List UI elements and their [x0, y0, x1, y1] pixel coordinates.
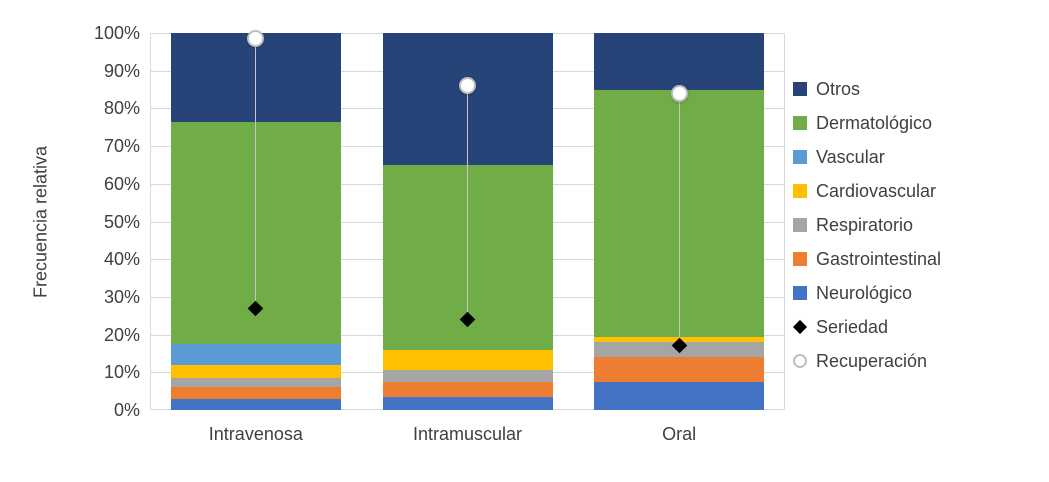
legend-label: Recuperación [816, 350, 928, 371]
legend-label: Gastrointestinal [816, 248, 942, 269]
marker-recuperacion [459, 77, 476, 95]
bar-segment-cardiovascular [382, 349, 553, 371]
bar-segment-respiratorio [170, 377, 341, 388]
marker-dropline [467, 85, 468, 320]
x-axis-labels: Intravenosa Intramuscular Oral [0, 424, 1049, 448]
legend-item-neurologico: Neurológico [793, 276, 941, 310]
legend-label: Vascular [816, 146, 885, 167]
y-tick-label: 30% [103, 286, 140, 307]
legend-swatch-neurologico [793, 286, 807, 300]
y-tick-label: 40% [103, 249, 140, 270]
bar-segment-respiratorio [382, 370, 553, 382]
chart-legend: Otros Dermatológico Vascular Cardiovascular… [792, 72, 941, 378]
legend-swatch-otros [793, 82, 807, 96]
y-tick-label: 70% [103, 136, 140, 157]
y-tick-label: 100% [93, 23, 140, 43]
marker-dropline [678, 93, 680, 346]
legend-label: Seriedad [816, 316, 889, 337]
y-tick-label: 10% [103, 362, 140, 383]
y-tick-label: 80% [103, 98, 140, 119]
y-tick-label: 60% [103, 173, 140, 194]
y-tick-label: 90% [103, 60, 140, 81]
marker-dropline [255, 38, 257, 309]
legend-diamond-icon [792, 319, 808, 335]
legend-circle-icon [793, 354, 807, 368]
y-axis-title: Frecuencia relativa [30, 145, 51, 298]
bar-segment-gastrointestinal [382, 381, 553, 397]
y-tick-label: 0% [113, 400, 140, 420]
legend-label: Respiratorio [816, 214, 914, 235]
bar-segment-vascular [170, 344, 341, 365]
legend-label: Otros [816, 78, 861, 99]
marker-recuperacion [247, 30, 265, 48]
legend-swatch-vascular [793, 150, 807, 164]
legend-label: Neurológico [816, 282, 913, 303]
legend-item-seriedad: Seriedad [792, 310, 941, 344]
x-category-label: Intravenosa [208, 424, 303, 444]
legend-item-gastrointestinal: Gastrointestinal [793, 242, 941, 276]
x-category-label: Oral [662, 424, 697, 444]
legend-item-respiratorio: Respiratorio [793, 208, 941, 242]
bar-segment-gastrointestinal [170, 387, 341, 399]
bar-segment-neurologico [170, 398, 341, 410]
legend-swatch-respiratorio [793, 218, 807, 232]
legend-item-vascular: Vascular [793, 140, 941, 174]
legend-item-dermatologico: Dermatológico [793, 106, 941, 140]
plot-border-left [150, 33, 151, 410]
plot-area [150, 30, 785, 410]
y-tick-label: 20% [103, 324, 140, 345]
legend-item-cardiovascular: Cardiovascular [793, 174, 941, 208]
bar-segment-otros [594, 33, 765, 90]
x-category-label: Intramuscular [412, 424, 522, 444]
marker-recuperacion [670, 84, 688, 102]
plot-border-right [784, 33, 785, 410]
bar-segment-neurologico [382, 396, 553, 410]
bar-segment-neurologico [594, 381, 765, 410]
legend-label: Cardiovascular [816, 180, 937, 201]
y-tick-label: 50% [103, 211, 140, 232]
legend-swatch-gastrointestinal [793, 252, 807, 266]
legend-item-recuperacion: Recuperación [793, 344, 941, 378]
legend-item-otros: Otros [793, 72, 941, 106]
legend-swatch-cardiovascular [793, 184, 807, 198]
bar-segment-cardiovascular [170, 364, 341, 378]
legend-swatch-dermatologico [793, 116, 807, 130]
bar-segment-gastrointestinal [594, 357, 765, 382]
legend-label: Dermatológico [816, 112, 933, 133]
